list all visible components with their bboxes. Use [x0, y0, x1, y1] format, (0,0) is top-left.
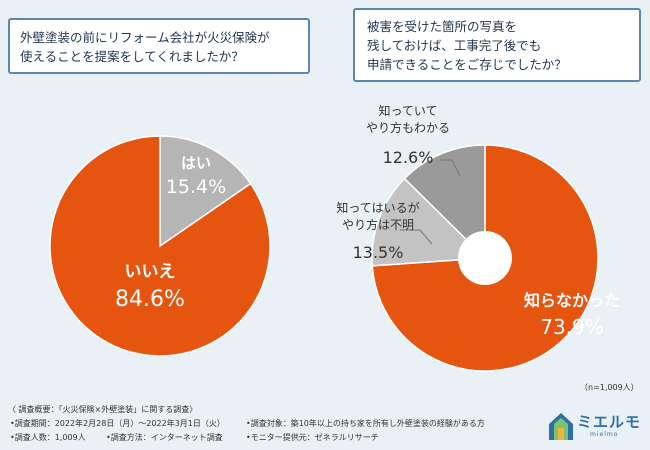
pie2-label-group-didnt-know: 知らなかった 73.9% — [524, 291, 620, 339]
house-icon — [549, 413, 573, 440]
pie2-label-didnt-know: 知らなかった — [524, 291, 620, 310]
pie2-label-group-unsure: 知ってはいるが やり方は不明 13.5% — [336, 200, 419, 262]
pie2-slice-2 — [403, 144, 486, 260]
pie2-label-knows-how-line-1: 知っていて — [378, 104, 437, 118]
footer-target: •調査対象：築10年以上の持ち家を所有し外壁塗装の経験がある方 — [246, 419, 485, 428]
pie2-leader-knows-how — [440, 159, 461, 177]
mielmo-logo: ミエルモ mielmo — [547, 408, 647, 444]
pie1-label-yes: はい — [181, 154, 211, 172]
logo-name: ミエルモ — [577, 413, 642, 431]
pie2-donut-hole — [458, 231, 512, 285]
pie1-value-no: 84.6% — [115, 287, 185, 312]
footer-summary: 〈 調査概要：「火災保険×外壁塗装」に関する調査〉 — [8, 405, 198, 414]
pie-chart-1 — [49, 135, 271, 357]
pie2-label-group-knows-how: 知っていて やり方もわかる 12.6% — [366, 104, 450, 167]
logo-sub: mielmo — [590, 431, 619, 438]
pie2-value-didnt-know: 73.9% — [540, 315, 604, 339]
pie1-label-group-no: いいえ 84.6% — [115, 262, 185, 312]
pie1-label-group-yes: はい 15.4% — [166, 154, 226, 198]
question-2-box: 被害を受けた箇所の写真を 残しておけば、工事完了後でも 申請できることをご存じで… — [353, 8, 641, 82]
question-2-line-2: 残しておけば、工事完了後でも — [367, 38, 542, 53]
pie2-label-knows-how-line-2: やり方もわかる — [366, 120, 450, 135]
pie2-value-knows-how: 12.6% — [383, 148, 434, 167]
pie1-slice-1 — [49, 135, 271, 357]
pie1-value-yes: 15.4% — [166, 176, 226, 198]
pie2-label-unsure-line-1: 知ってはいるが — [336, 200, 419, 215]
footer-period: •調査期間：2022年2月28日（月）～2022年3月1日（火） — [10, 419, 225, 428]
question-1-line-1: 外壁塗装の前にリフォーム会社が火災保険が — [20, 30, 270, 45]
question-2-line-3: 申請できることをご存じでしたか？ — [367, 57, 567, 72]
footer-respondents: •調査人数：1,009人 — [10, 433, 86, 442]
question-1-box: 外壁塗装の前にリフォーム会社が火災保険が 使えることを提案をしてくれましたか？ — [8, 18, 310, 74]
pie2-value-unsure: 13.5% — [353, 243, 404, 262]
pie1-slice-0 — [159, 135, 252, 248]
question-1-line-2: 使えることを提案をしてくれましたか？ — [20, 49, 244, 64]
pie2-label-unsure-line-2: やり方は不明 — [342, 217, 414, 232]
pie1-label-no: いいえ — [125, 262, 176, 282]
footer-method: •調査方法：インターネット調査 — [106, 433, 223, 442]
question-2-line-1: 被害を受けた箇所の写真を — [367, 19, 518, 34]
sample-size: （n=1,009人） — [580, 383, 639, 392]
footer-panel: •モニター提供元：ゼネラルリサーチ — [246, 433, 379, 442]
pie2-slice-1 — [371, 177, 487, 267]
pie2-leader-unsure — [400, 229, 433, 245]
